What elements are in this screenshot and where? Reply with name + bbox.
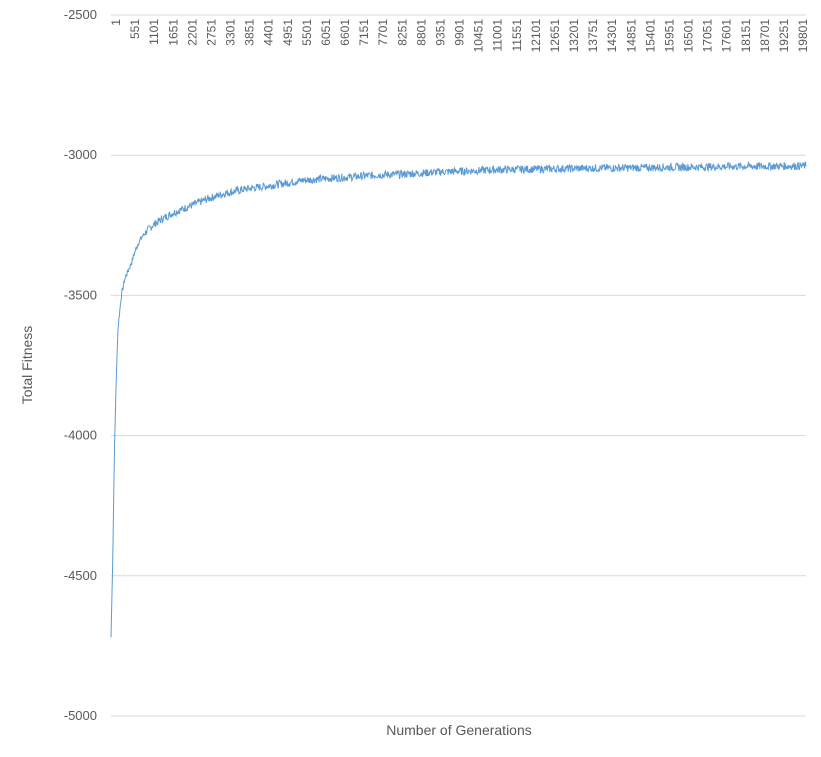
x-tick-label: 10451 <box>472 19 486 53</box>
x-tick-label: 1651 <box>166 19 180 46</box>
x-tick-label: 18701 <box>758 19 772 53</box>
gridlines <box>111 14 806 717</box>
series-line <box>110 161 807 638</box>
x-tick-label: 551 <box>128 19 142 39</box>
x-tick-label: 19251 <box>777 19 791 53</box>
x-tick-label: 14301 <box>605 19 619 53</box>
x-tick-label: 12651 <box>548 19 562 53</box>
series-layer <box>110 161 807 638</box>
x-tick-label: 13751 <box>586 19 600 53</box>
x-tick-label: 18151 <box>739 19 753 53</box>
x-tick-label: 1101 <box>147 19 161 45</box>
x-tick-label: 16501 <box>682 19 696 53</box>
x-tick-label: 2201 <box>185 19 199 46</box>
x-tick-label: 3851 <box>243 19 257 46</box>
y-axis-title: Total Fitness <box>19 326 35 405</box>
x-tick-label: 15951 <box>662 19 676 53</box>
x-tick-label: 19801 <box>796 19 810 53</box>
y-tick-label: -3000 <box>64 147 97 162</box>
y-tick-label: -2500 <box>64 7 97 22</box>
x-tick-label: 8801 <box>414 19 428 46</box>
x-tick-label: 17601 <box>720 19 734 53</box>
x-tick-label: 11551 <box>510 19 524 52</box>
x-tick-label: 13201 <box>567 19 581 53</box>
x-tick-label: 8251 <box>395 19 409 46</box>
y-tick-label: -4000 <box>64 428 97 443</box>
x-axis-tick-labels: 1 551 1101 1651 2201 2751 3301 3851 4401 4951 5501… <box>109 19 810 53</box>
x-tick-label: 7151 <box>357 19 371 46</box>
y-axis-tick-labels: -2500 -3000 -3500 -4000 -4500 -5000 <box>64 7 97 723</box>
x-tick-label: 1 <box>109 19 123 26</box>
x-tick-label: 9351 <box>433 19 447 46</box>
y-tick-label: -3500 <box>64 287 97 302</box>
x-tick-label: 3301 <box>224 19 238 46</box>
x-tick-label: 4401 <box>262 19 276 46</box>
x-tick-label: 5501 <box>300 19 314 46</box>
y-tick-label: -4500 <box>64 568 97 583</box>
y-tick-label: -5000 <box>64 708 97 723</box>
x-tick-label: 9901 <box>453 19 467 46</box>
x-axis-title: Number of Generations <box>386 722 532 738</box>
x-tick-label: 7701 <box>376 19 390 46</box>
x-tick-label: 4951 <box>281 19 295 46</box>
x-tick-label: 6051 <box>319 19 333 46</box>
x-tick-label: 15401 <box>643 19 657 53</box>
x-tick-label: 12101 <box>529 19 543 53</box>
x-tick-label: 17051 <box>701 19 715 53</box>
x-tick-label: 2751 <box>204 19 218 46</box>
x-tick-label: 6601 <box>338 19 352 46</box>
x-tick-label: 11001 <box>491 19 505 52</box>
x-tick-label: 14851 <box>624 19 638 53</box>
